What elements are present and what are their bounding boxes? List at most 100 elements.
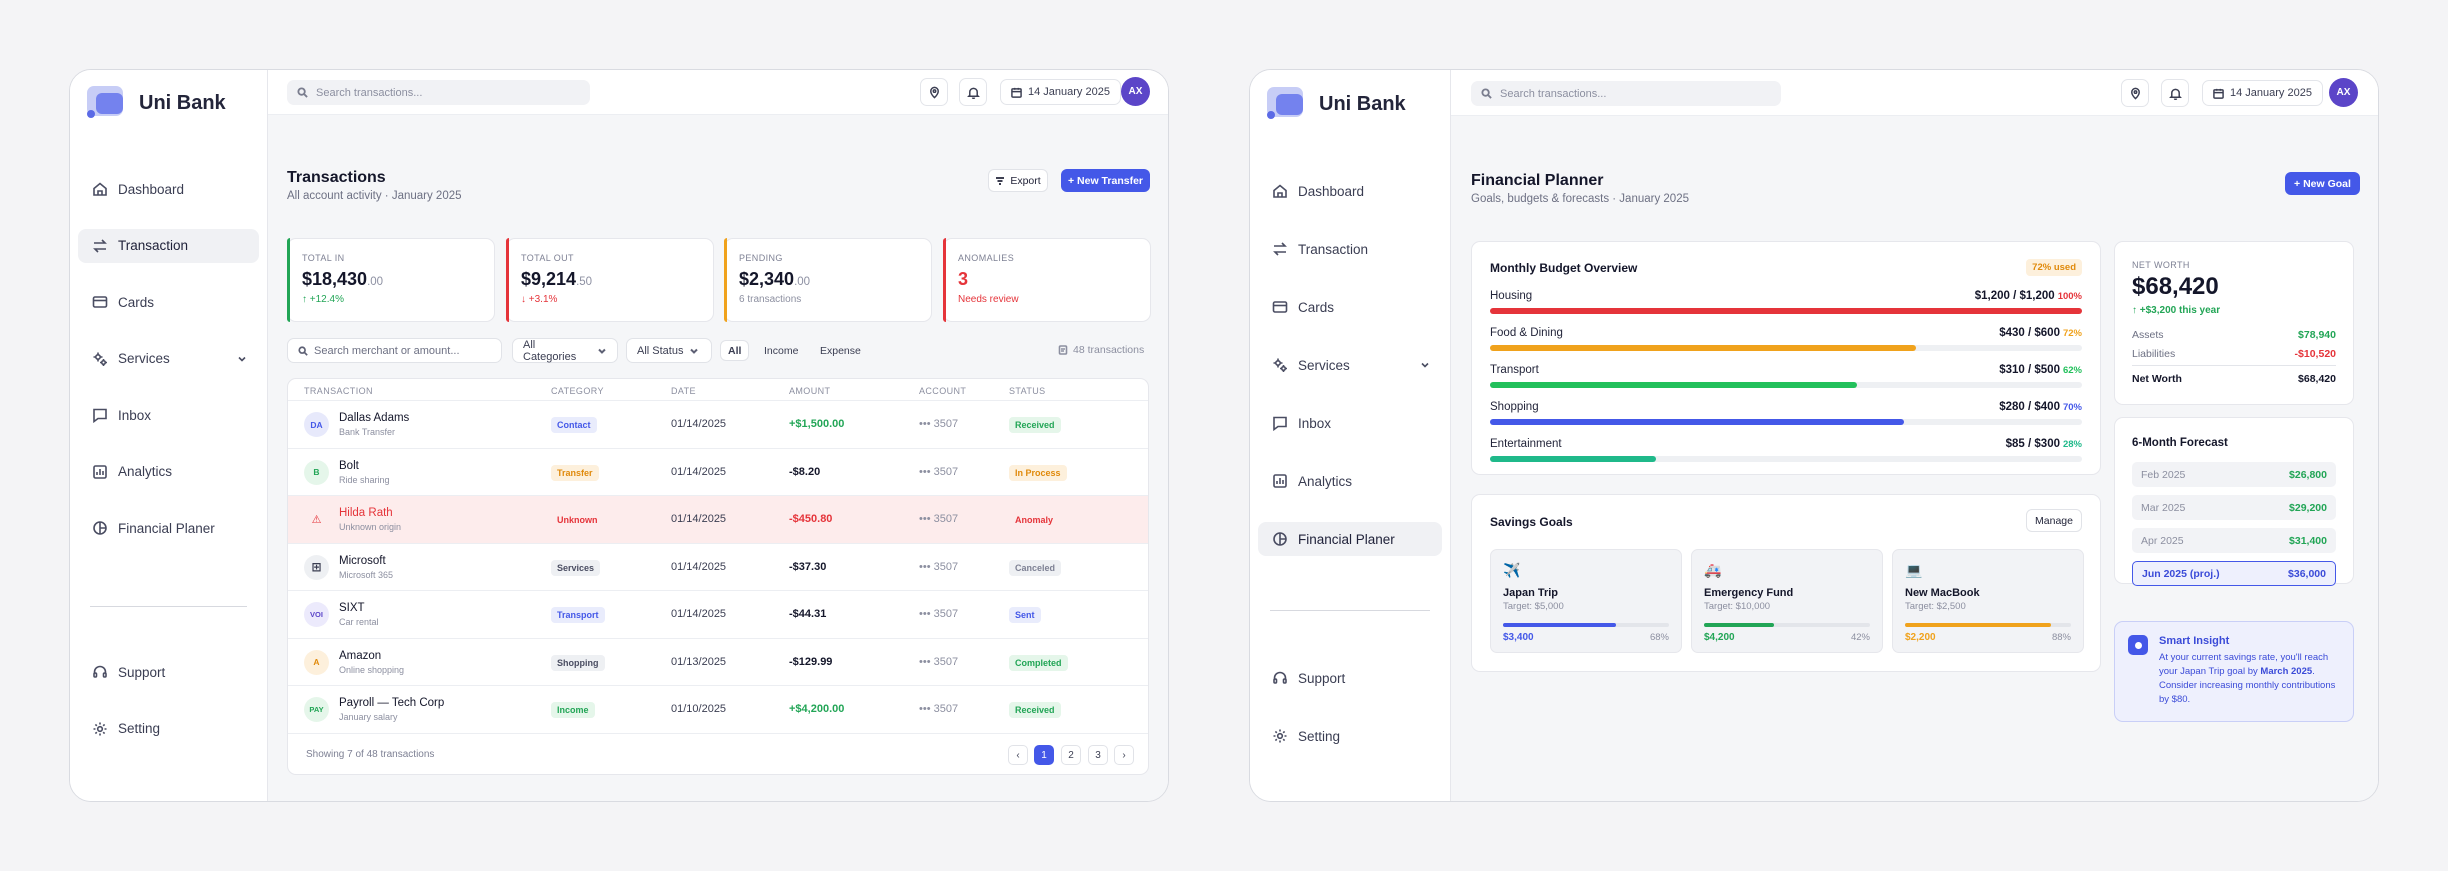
budget-row: Shopping $280 / $400 70%	[1490, 401, 2082, 431]
column-header[interactable]: DATE	[671, 386, 696, 396]
export-button[interactable]: Export	[988, 169, 1048, 192]
sidebar-item-cards[interactable]: Cards	[1258, 290, 1442, 324]
transaction-date: 01/14/2025	[671, 465, 727, 478]
sidebar-item-inbox[interactable]: Inbox	[78, 398, 259, 432]
stat-anomalies[interactable]: ANOMALIES 3 Needs review	[943, 238, 1151, 322]
notifications-button[interactable]	[959, 78, 987, 106]
segment-income[interactable]: Income	[764, 344, 799, 357]
goal-progress-track	[1704, 623, 1870, 627]
sidebar-item-transaction[interactable]: Transaction	[1258, 232, 1442, 266]
headset-icon	[1273, 671, 1287, 684]
merchant-subtitle: Microsoft 365	[339, 569, 394, 580]
merchant-name: Bolt	[339, 459, 359, 472]
sidebar-item-dashboard[interactable]: Dashboard	[1258, 174, 1442, 208]
calendar-icon	[1011, 87, 1022, 98]
sidebar-item-support[interactable]: Support	[78, 655, 259, 689]
sidebar-item-label: Cards	[1298, 299, 1335, 315]
table-row[interactable]: B Bolt Ride sharing Transfer 01/14/2025 …	[288, 449, 1148, 496]
stat-pending: PENDING $2,340.00 6 transactions	[724, 238, 932, 322]
transaction-date: 01/13/2025	[671, 655, 727, 668]
sidebar-item-services[interactable]: Services	[78, 342, 259, 376]
insight-text-part: At your current savings rate, you'll rea…	[2159, 652, 2329, 677]
table-row[interactable]: A Amazon Online shopping Shopping 01/13/…	[288, 639, 1148, 686]
goal-percent: 42%	[1850, 632, 1870, 643]
sidebar-item-setting[interactable]: Setting	[1258, 719, 1442, 753]
forecast-title: 6-Month Forecast	[2132, 437, 2228, 449]
transaction-amount: -$44.31	[789, 608, 827, 620]
search-input[interactable]: Search transactions...	[287, 80, 590, 105]
sidebar-divider	[90, 606, 247, 607]
account-number: ••• 3507	[919, 465, 959, 478]
manage-button[interactable]: Manage	[2026, 509, 2082, 532]
savings-goal-card[interactable]: 💻 New MacBook Target: $2,500 $2,200 88%	[1892, 549, 2084, 653]
sidebar-item-dashboard[interactable]: Dashboard	[78, 172, 259, 206]
new-goal-button[interactable]: + New Goal	[2285, 172, 2360, 195]
assets-label: Assets	[2132, 329, 2164, 341]
page-2-button[interactable]: 2	[1061, 745, 1081, 765]
merchant-avatar: DA	[304, 412, 329, 437]
account-number: ••• 3507	[919, 655, 959, 668]
bell-icon	[2168, 88, 2182, 100]
liabilities-value: -$10,520	[2294, 348, 2336, 360]
avatar[interactable]: AX	[1121, 77, 1150, 106]
table-row[interactable]: ⚠ Hilda Rath Unknown origin Unknown 01/1…	[288, 496, 1148, 544]
segment-all[interactable]: All	[720, 340, 750, 361]
status-filter-select[interactable]: All Status	[626, 338, 712, 363]
page-1-button[interactable]: 1	[1034, 745, 1054, 765]
table-row[interactable]: VOI SIXT Car rental Transport 01/14/2025…	[288, 591, 1148, 639]
column-header[interactable]: TRANSACTION	[304, 386, 373, 396]
new-transfer-button[interactable]: + New Transfer	[1061, 169, 1150, 192]
page-3-button[interactable]: 3	[1088, 745, 1108, 765]
sidebar-item-services[interactable]: Services	[1258, 348, 1442, 382]
segment-expense[interactable]: Expense	[820, 344, 861, 357]
column-header[interactable]: ACCOUNT	[919, 386, 967, 396]
prev-page-button[interactable]: ‹	[1008, 745, 1028, 765]
goal-target: Target: $2,500	[1905, 601, 1966, 612]
location-button[interactable]	[920, 78, 948, 106]
sidebar-item-support[interactable]: Support	[1258, 661, 1442, 695]
search-input[interactable]: Search transactions...	[1471, 81, 1781, 106]
date-picker[interactable]: 14 January 2025	[1000, 79, 1121, 105]
goal-percent: 68%	[1649, 632, 1669, 643]
budget-row: Food & Dining $430 / $600 72%	[1490, 327, 2082, 357]
sidebar-item-analytics[interactable]: Analytics	[78, 455, 259, 489]
budget-used-badge: 72% used	[2026, 259, 2082, 276]
chevron-down-icon	[690, 348, 699, 354]
column-header[interactable]: CATEGORY	[551, 386, 604, 396]
location-button[interactable]	[2121, 79, 2149, 107]
merchant-search-input[interactable]: Search merchant or amount...	[287, 338, 502, 363]
next-page-button[interactable]: ›	[1114, 745, 1134, 765]
avatar[interactable]: AX	[2329, 78, 2358, 107]
savings-goal-card[interactable]: ✈️ Japan Trip Target: $5,000 $3,400 68%	[1490, 549, 1682, 653]
column-header[interactable]: STATUS	[1009, 386, 1046, 396]
goal-progress-fill	[1704, 623, 1774, 627]
goal-icon: 🚑	[1704, 562, 1722, 578]
budget-row: Entertainment $85 / $300 28%	[1490, 438, 2082, 468]
table-row[interactable]: PAY Payroll — Tech Corp January salary I…	[288, 686, 1148, 734]
brand-logo[interactable]: Uni Bank	[1267, 87, 1406, 121]
stat-label: TOTAL IN	[302, 253, 345, 263]
sidebar-item-inbox[interactable]: Inbox	[1258, 406, 1442, 440]
brand-logo[interactable]: Uni Bank	[87, 86, 226, 120]
chart-icon	[1273, 474, 1287, 488]
date-picker[interactable]: 14 January 2025	[2202, 80, 2323, 106]
savings-goal-card[interactable]: 🚑 Emergency Fund Target: $10,000 $4,200 42%	[1691, 549, 1883, 653]
sidebar-item-analytics[interactable]: Analytics	[1258, 464, 1442, 498]
stat-value: $18,430.00	[302, 269, 494, 290]
notifications-button[interactable]	[2161, 79, 2189, 107]
sidebar-item-cards[interactable]: Cards	[78, 285, 259, 319]
sidebar-item-financial-planer[interactable]: Financial Planer	[78, 511, 259, 545]
insight-title: Smart Insight	[2159, 635, 2230, 647]
budget-amount-value: $280 / $400	[1999, 401, 2060, 413]
budget-progress-track	[1490, 308, 2082, 314]
stat-value: $9,214.50	[521, 269, 713, 290]
export-label: Export	[1010, 174, 1041, 187]
sidebar-item-setting[interactable]: Setting	[78, 712, 259, 746]
column-header[interactable]: AMOUNT	[789, 386, 831, 396]
category-filter-select[interactable]: All Categories	[512, 338, 618, 363]
table-row[interactable]: DA Dallas Adams Bank Transfer Contact 01…	[288, 401, 1148, 449]
sidebar-item-financial-planer[interactable]: Financial Planer	[1258, 522, 1442, 556]
sidebar-item-transaction[interactable]: Transaction	[78, 228, 259, 263]
table-row[interactable]: ⊞ Microsoft Microsoft 365 Services 01/14…	[288, 544, 1148, 591]
net-worth-card: NET WORTH $68,420 ↑ +$3,200 this year As…	[2114, 241, 2354, 405]
